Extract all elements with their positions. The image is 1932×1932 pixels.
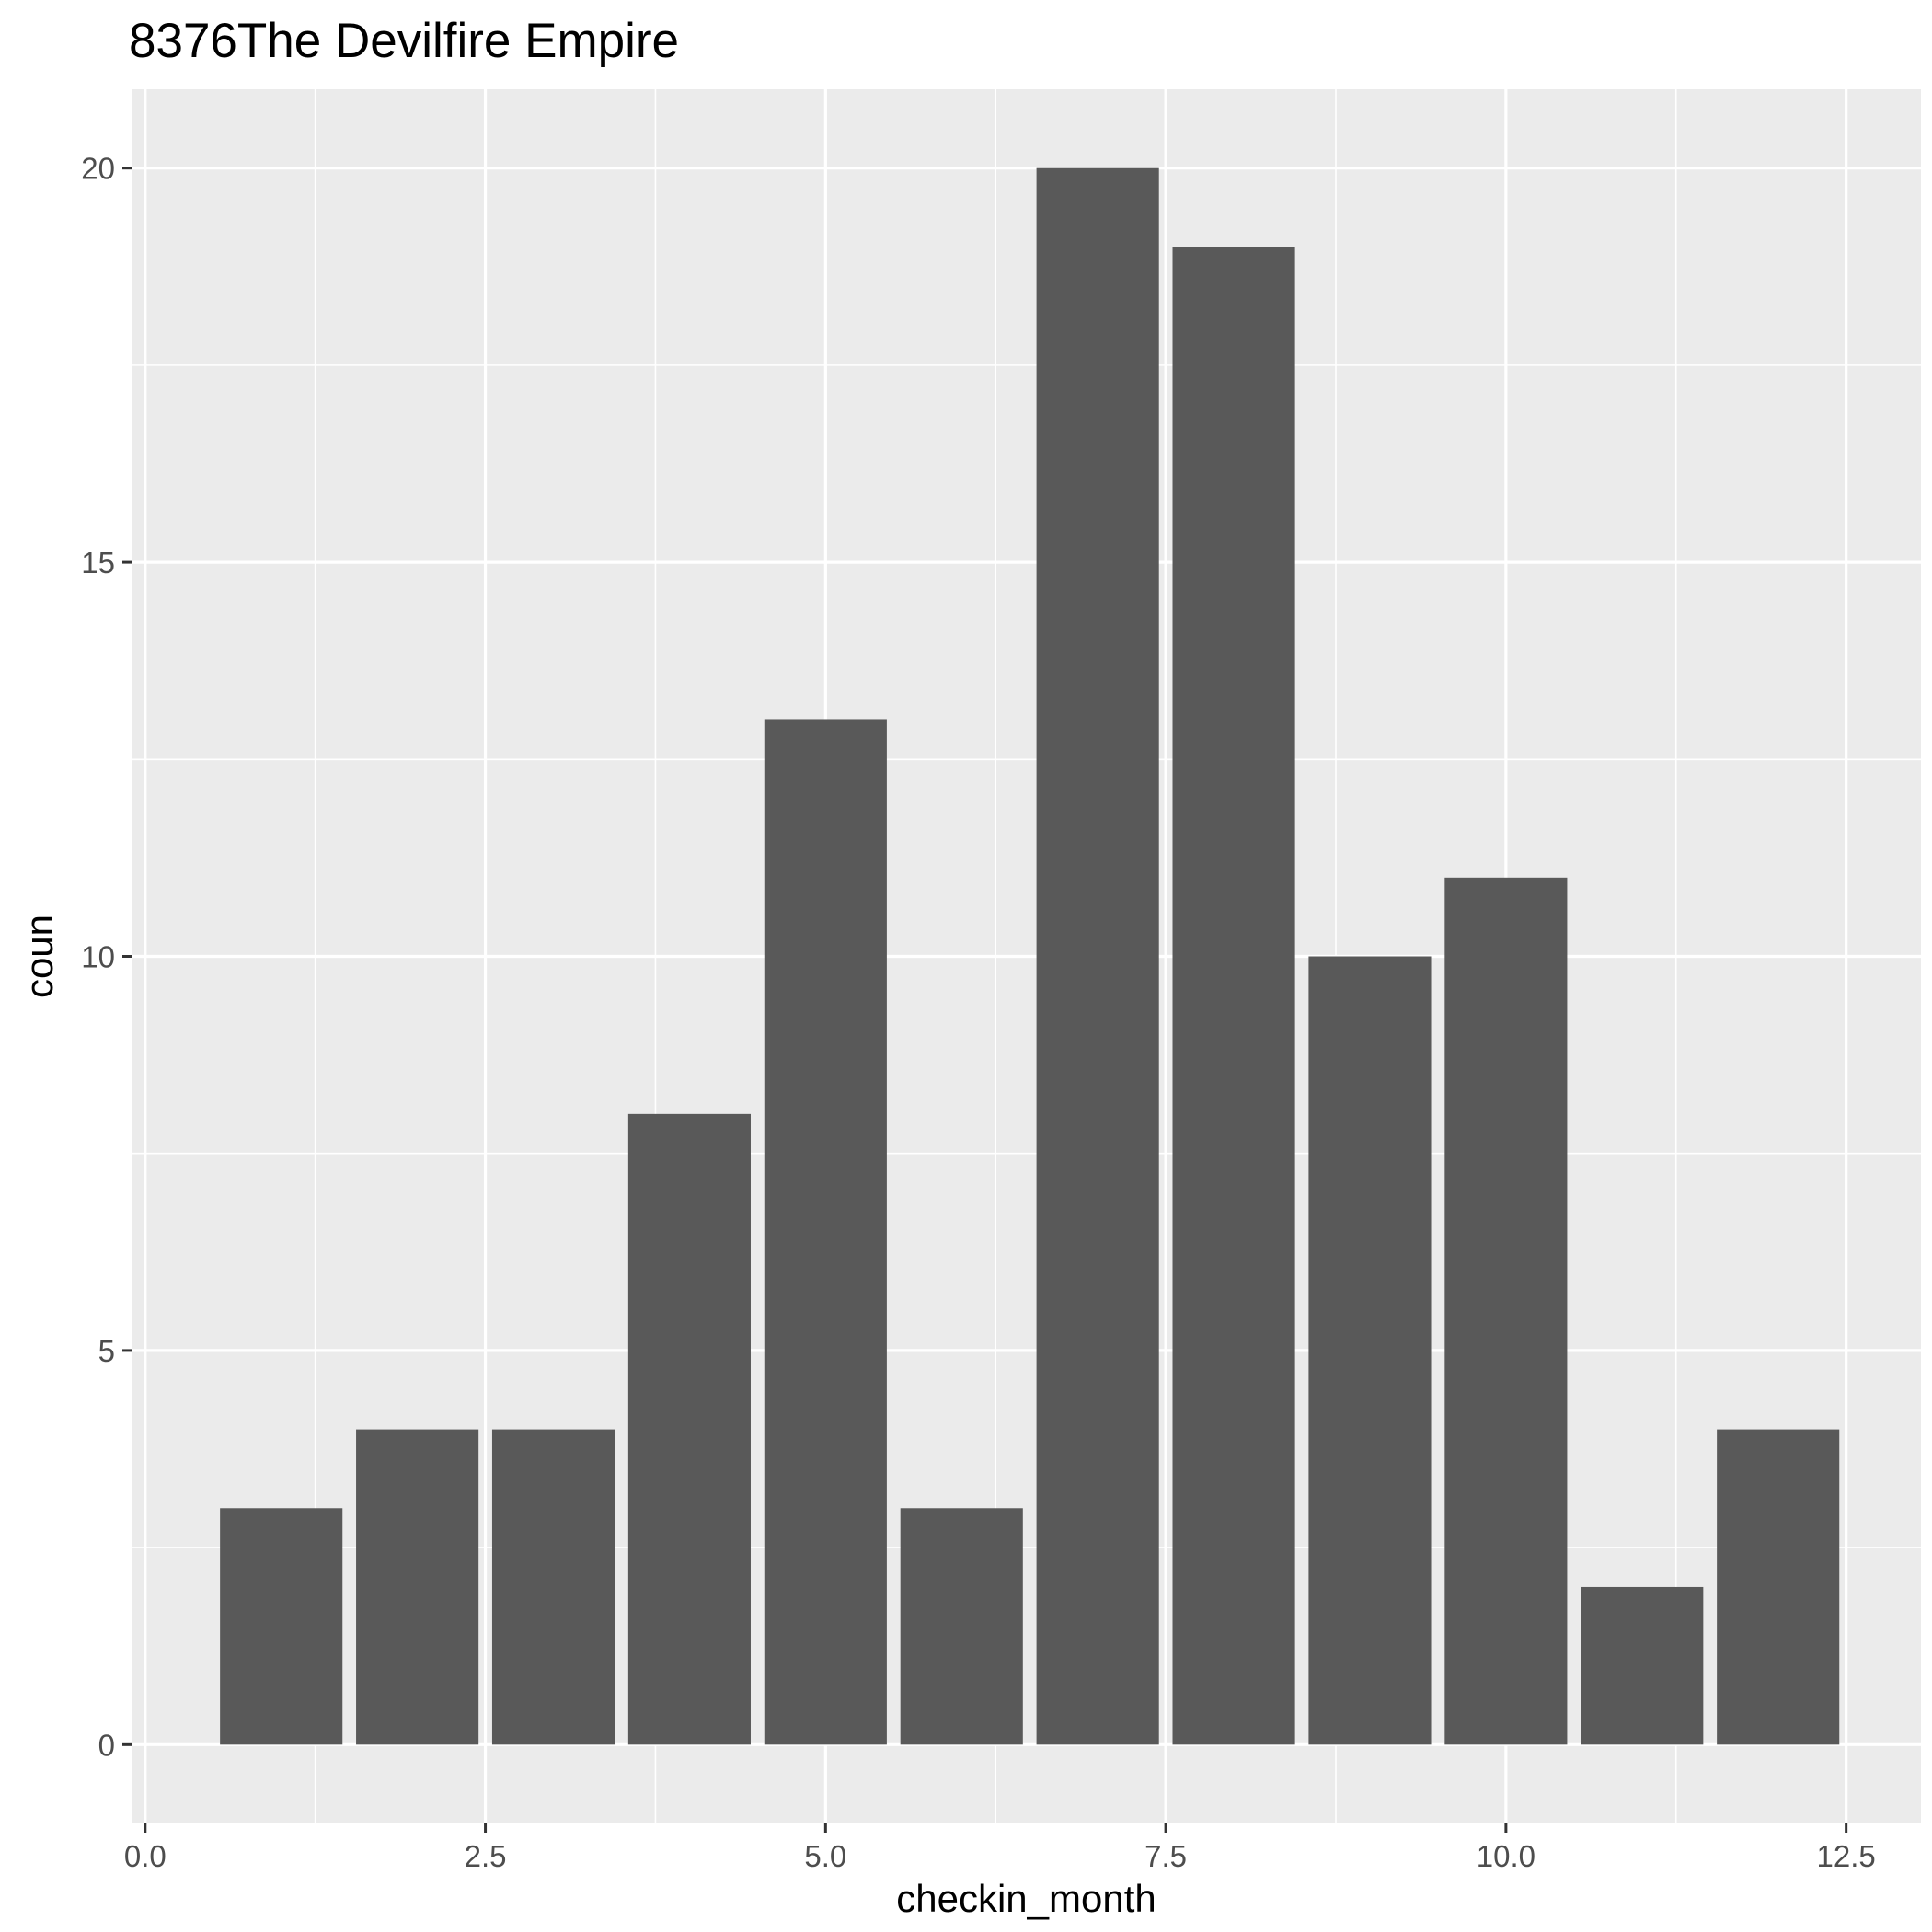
bar-month-2	[356, 1429, 479, 1745]
x-tick-label: 5.0	[804, 1839, 846, 1873]
x-tick-label: 2.5	[465, 1839, 507, 1873]
bar-month-10	[1444, 877, 1568, 1745]
bar-month-5	[764, 719, 887, 1745]
y-tick-label: 10	[81, 940, 115, 974]
bar-month-12	[1717, 1429, 1840, 1745]
x-tick-label: 12.5	[1817, 1839, 1876, 1873]
bar-month-6	[900, 1508, 1023, 1745]
bars	[220, 167, 1840, 1745]
x-tick-label: 7.5	[1144, 1839, 1187, 1873]
x-axis: 0.0 2.5 5.0 7.5 10.0 12.5	[124, 1823, 1876, 1873]
x-axis-title: checkin_month	[896, 1877, 1156, 1920]
bar-month-7	[1036, 167, 1159, 1745]
bar-month-8	[1172, 247, 1295, 1745]
y-tick-label: 5	[98, 1334, 115, 1368]
bar-month-3	[491, 1429, 615, 1745]
bar-month-4	[627, 1113, 751, 1745]
y-tick-label: 20	[81, 152, 115, 186]
bar-month-9	[1308, 956, 1432, 1745]
y-tick-label: 15	[81, 546, 115, 580]
y-axis-title: coun	[17, 914, 61, 998]
bar-month-11	[1581, 1586, 1704, 1745]
y-tick-label: 0	[98, 1728, 115, 1762]
y-axis: 0 5 10 15 20	[81, 152, 132, 1762]
bar-month-1	[220, 1508, 343, 1745]
x-tick-label: 10.0	[1477, 1839, 1535, 1873]
chart-title: 8376The Devilfire Empire	[129, 14, 679, 68]
x-tick-label: 0.0	[124, 1839, 167, 1873]
